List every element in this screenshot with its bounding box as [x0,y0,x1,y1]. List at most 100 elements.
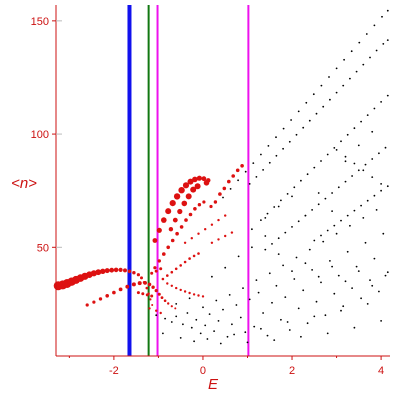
red-data-point [224,214,227,217]
black-data-point [193,340,196,343]
black-data-point [353,326,356,329]
red-data-point [170,238,175,243]
black-data-point [384,146,387,149]
red-data-point [197,294,200,297]
red-data-point [188,212,193,217]
black-data-point [277,237,280,240]
black-data-point [360,204,362,207]
black-data-point [273,206,276,208]
black-data-point [373,194,376,197]
red-data-point [166,274,169,277]
black-data-point [378,152,380,155]
red-data-point [98,297,103,301]
black-data-point [369,56,371,59]
black-data-point [305,101,308,104]
red-data-point [183,290,187,293]
black-data-point [320,160,322,162]
black-data-point [340,219,342,222]
black-data-point [326,332,329,335]
black-data-point [277,253,280,256]
black-data-point [326,153,329,156]
red-data-point [197,203,202,207]
black-data-point [251,246,253,249]
red-data-point [147,282,152,287]
black-data-point [380,320,382,322]
red-data-point [153,266,157,270]
black-data-point [222,196,224,199]
black-data-point [313,315,316,318]
red-data-point [163,299,167,303]
red-data-point [159,267,163,271]
black-data-point [290,119,292,121]
red-data-point [92,300,96,304]
black-data-point [386,271,389,274]
black-data-point [155,314,158,317]
red-data-point [169,200,176,207]
black-data-point [344,160,347,163]
red-data-point [151,285,155,289]
red-data-point [152,238,158,243]
black-data-point [286,193,289,195]
black-data-point [322,240,325,243]
y-tick-label: 50 [37,242,49,254]
black-data-point [228,294,231,296]
black-data-point [182,323,184,326]
red-data-point [210,241,214,244]
black-data-point [302,289,305,292]
red-data-point [178,187,185,194]
black-data-point [357,270,360,272]
black-data-point [340,309,342,312]
black-data-point [375,49,378,52]
red-data-point [218,192,222,196]
black-data-point [302,126,305,129]
black-data-point [344,155,347,158]
red-data-point [136,273,140,277]
black-data-point [297,220,300,223]
red-data-point [95,269,102,276]
red-data-point [201,176,207,182]
black-data-point [204,324,207,327]
black-data-point [282,264,284,267]
black-data-point [371,284,374,287]
black-data-point [188,297,191,300]
black-data-point [371,176,374,179]
red-data-point [179,264,182,267]
x-tick-label: 0 [200,365,206,377]
red-data-point [197,232,200,235]
black-data-point [353,209,356,212]
black-data-point [366,114,369,116]
black-data-point [351,287,353,289]
red-data-point [159,311,162,315]
black-data-point [284,296,287,298]
black-data-point [366,199,369,202]
black-data-point [306,322,309,325]
red-data-point [151,304,154,306]
black-data-point [211,275,213,278]
black-data-point [264,248,267,251]
red-data-point [179,288,182,292]
black-data-point [360,120,362,123]
black-data-point [300,179,302,182]
black-data-point [350,50,353,53]
black-data-point [333,224,336,227]
black-data-point [277,205,280,208]
black-data-point [369,279,371,281]
red-data-point [170,270,174,274]
black-data-point [282,127,285,130]
black-data-point [317,203,320,206]
black-data-point [179,337,182,339]
black-data-point [386,94,389,97]
red-data-point [85,303,89,307]
black-data-point [335,91,338,94]
red-data-point [188,291,191,295]
red-data-point [204,228,207,231]
black-data-point [306,173,309,176]
red-data-point [170,284,173,287]
black-data-point [244,170,247,173]
black-data-point [226,335,229,338]
black-data-point [291,270,293,272]
black-data-point [262,312,264,314]
x-tick-label: 4 [378,365,384,377]
black-data-point [320,234,322,237]
red-data-point [231,174,235,178]
